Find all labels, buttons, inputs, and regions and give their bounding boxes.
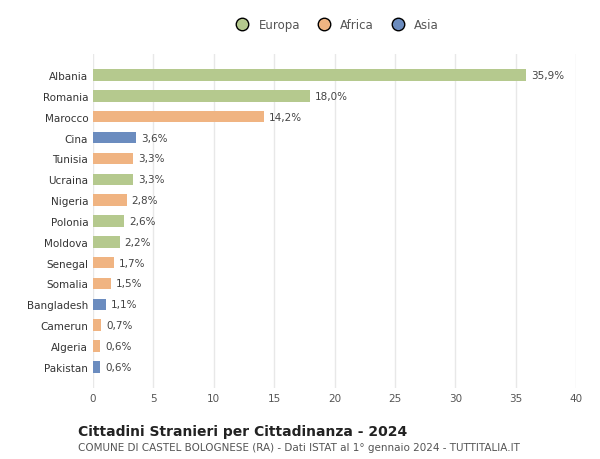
- Bar: [93, 133, 136, 144]
- Text: 3,6%: 3,6%: [142, 133, 168, 143]
- Bar: [93, 320, 101, 331]
- Text: 2,2%: 2,2%: [124, 237, 151, 247]
- Bar: [93, 216, 124, 227]
- Text: 2,8%: 2,8%: [131, 196, 158, 206]
- Bar: [93, 174, 133, 185]
- Text: COMUNE DI CASTEL BOLOGNESE (RA) - Dati ISTAT al 1° gennaio 2024 - TUTTITALIA.IT: COMUNE DI CASTEL BOLOGNESE (RA) - Dati I…: [78, 442, 520, 452]
- Text: 35,9%: 35,9%: [532, 71, 565, 81]
- Bar: [93, 91, 310, 102]
- Text: 14,2%: 14,2%: [269, 112, 302, 123]
- Bar: [93, 257, 113, 269]
- Text: Cittadini Stranieri per Cittadinanza - 2024: Cittadini Stranieri per Cittadinanza - 2…: [78, 425, 407, 438]
- Bar: [93, 361, 100, 373]
- Text: 0,6%: 0,6%: [105, 362, 131, 372]
- Text: 2,6%: 2,6%: [129, 217, 156, 226]
- Bar: [93, 236, 119, 248]
- Legend: Europa, Africa, Asia: Europa, Africa, Asia: [226, 14, 443, 37]
- Text: 1,1%: 1,1%: [111, 300, 137, 310]
- Text: 1,5%: 1,5%: [116, 279, 142, 289]
- Text: 0,6%: 0,6%: [105, 341, 131, 351]
- Bar: [93, 70, 526, 82]
- Text: 18,0%: 18,0%: [315, 92, 348, 102]
- Bar: [93, 195, 127, 207]
- Bar: [93, 153, 133, 165]
- Bar: [93, 112, 265, 123]
- Text: 1,7%: 1,7%: [118, 258, 145, 268]
- Text: 3,3%: 3,3%: [137, 175, 164, 185]
- Text: 0,7%: 0,7%: [106, 320, 133, 330]
- Bar: [93, 278, 111, 290]
- Text: 3,3%: 3,3%: [137, 154, 164, 164]
- Bar: [93, 341, 100, 352]
- Bar: [93, 299, 106, 310]
